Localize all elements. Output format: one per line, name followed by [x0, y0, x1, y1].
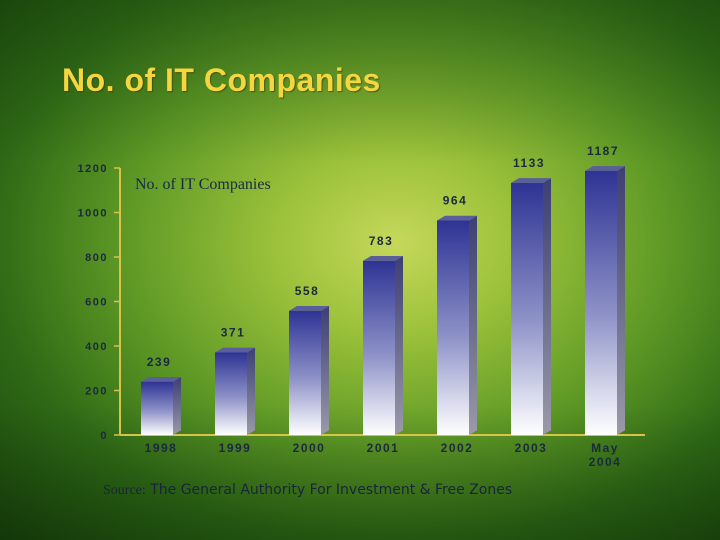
y-tick-label: 200 — [85, 386, 108, 398]
x-tick-label: May 2004 — [589, 441, 622, 469]
x-tick-label: 1998 — [145, 441, 178, 455]
source-note: Source: The General Authority For Invest… — [103, 482, 512, 499]
x-tick-label: 2000 — [293, 441, 326, 455]
x-tick-label: 2001 — [367, 441, 400, 455]
data-label: 1133 — [513, 156, 545, 170]
bar — [437, 220, 469, 435]
y-tick-label: 800 — [85, 252, 108, 264]
x-tick-label: 1999 — [219, 441, 252, 455]
bar-side — [543, 178, 551, 436]
bar — [289, 310, 321, 435]
bar — [511, 182, 543, 435]
bar-top — [215, 347, 255, 353]
data-label: 558 — [295, 284, 320, 298]
data-label: 1187 — [587, 144, 619, 158]
x-tick-label: 2003 — [515, 441, 548, 455]
chart-labels: 239 1998 371 1999 558 2000 783 2001 964 2002 1133 2… — [145, 144, 622, 469]
source-text: The General Authority For Investment & F… — [150, 482, 513, 498]
bar-top — [363, 255, 403, 261]
chart-axes: 0 200 400 600 800 1000 1200 — [78, 163, 645, 442]
bar-side — [247, 347, 255, 435]
bar-side — [469, 215, 477, 435]
chart-title: No. of IT Companies — [135, 176, 271, 193]
data-label: 371 — [221, 325, 246, 339]
bar-side — [617, 166, 625, 435]
source-label: Source: — [103, 483, 146, 498]
x-tick-label: 2002 — [441, 441, 474, 455]
bar-top — [437, 215, 477, 221]
y-tick-label: 600 — [85, 297, 108, 309]
bar-side — [173, 377, 181, 435]
bar — [141, 381, 173, 435]
bar — [363, 260, 395, 435]
data-label: 783 — [369, 234, 394, 248]
bar-top — [141, 377, 181, 382]
bar-side — [321, 306, 329, 435]
bar-side — [395, 255, 403, 435]
data-label: 239 — [147, 355, 172, 369]
data-label: 964 — [443, 194, 468, 208]
slide-title: No. of IT Companies — [62, 62, 381, 98]
bar-top — [289, 306, 329, 311]
y-tick-label: 1200 — [78, 163, 108, 175]
bar-top — [585, 166, 625, 171]
bar-top — [511, 178, 551, 183]
bar — [585, 170, 617, 435]
y-tick-label: 0 — [100, 430, 108, 442]
y-tick-label: 1000 — [78, 208, 108, 220]
chart-bars — [141, 166, 625, 436]
y-tick-label: 400 — [85, 341, 108, 353]
bar — [215, 352, 247, 435]
